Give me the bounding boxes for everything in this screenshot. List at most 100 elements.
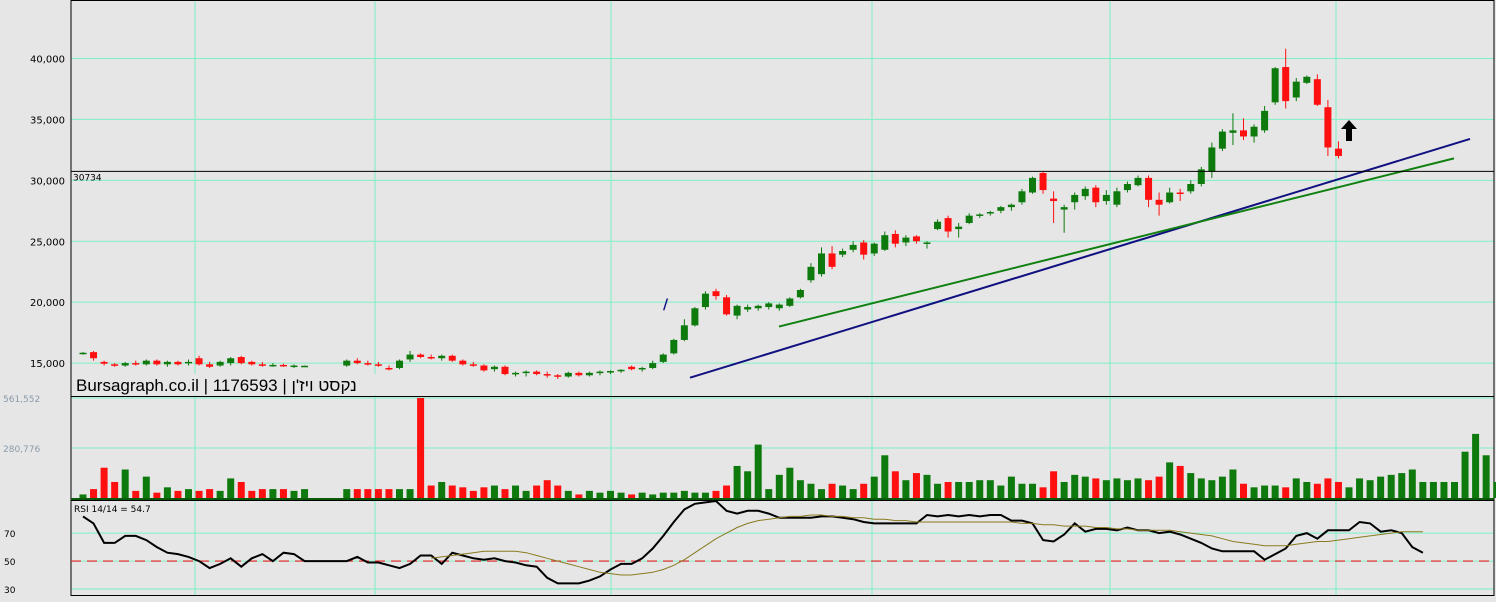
volume-bar	[670, 493, 677, 498]
volume-bar	[649, 494, 656, 498]
volume-bar	[174, 491, 181, 498]
candle-body	[122, 363, 129, 365]
candle-body	[1303, 77, 1310, 83]
candle-body	[649, 363, 656, 368]
rsi-moving-average-line	[431, 515, 1423, 575]
volume-bar	[438, 482, 445, 498]
volume-bar	[1156, 477, 1163, 498]
volume-bar	[396, 489, 403, 498]
candle-body	[544, 374, 551, 376]
volume-bar	[881, 455, 888, 498]
volume-bar	[734, 466, 741, 498]
volume-bar	[1040, 487, 1047, 498]
volume-bar	[565, 491, 572, 498]
volume-bar	[1113, 478, 1120, 498]
volume-bar	[586, 491, 593, 498]
candle-body	[238, 357, 245, 363]
candle-body	[1272, 68, 1279, 102]
candle-body	[354, 361, 361, 363]
volume-bar	[153, 493, 160, 498]
volume-bar	[765, 489, 772, 498]
volume-bar	[860, 484, 867, 498]
candle-body	[143, 361, 150, 365]
volume-bar	[902, 480, 909, 498]
candle-body	[407, 355, 414, 360]
volume-bar	[343, 489, 350, 498]
volume-bar	[976, 480, 983, 498]
volume-bar	[1324, 478, 1331, 498]
rsi-lines: RSI 14/14 = 54.7	[71, 501, 1494, 583]
volume-bar	[839, 486, 846, 498]
volume-bar	[1377, 477, 1384, 498]
candle-body	[1282, 67, 1289, 101]
candle-body	[955, 227, 962, 229]
candle-body	[438, 356, 445, 358]
volume-bar	[502, 489, 509, 498]
candle-body	[1156, 200, 1163, 205]
volume-bar	[997, 486, 1004, 498]
volume-bar	[132, 491, 139, 498]
candle-body	[1135, 178, 1142, 185]
candle-body	[343, 361, 350, 366]
volume-bar	[807, 484, 814, 498]
volume-bar	[945, 482, 952, 498]
candle-body	[502, 367, 509, 374]
volume-bar	[533, 486, 540, 498]
candle-body	[101, 362, 108, 364]
volume-bar	[1462, 452, 1469, 498]
candle-body	[660, 355, 667, 362]
candle-body	[734, 306, 741, 316]
candle-body	[491, 367, 498, 369]
candle-body	[396, 361, 403, 368]
volume-bar	[259, 489, 266, 498]
price-tick-label: 30,000	[30, 176, 65, 187]
annotations: 30734/Bursagraph.co.il | 1176593 | נקסט …	[71, 120, 1494, 395]
volume-bar	[1208, 480, 1215, 498]
candle-body	[670, 340, 677, 353]
volume-bar	[1472, 434, 1479, 498]
price-tick-label: 40,000	[30, 54, 65, 65]
rsi-line	[83, 501, 1423, 583]
volume-bar	[1092, 478, 1099, 498]
volume-bar	[1219, 477, 1226, 498]
rsi-tick-label: 70	[4, 530, 16, 540]
volume-bar	[1061, 482, 1068, 498]
volume-bar	[987, 480, 994, 498]
volume-bar	[871, 477, 878, 498]
candle-body	[196, 358, 203, 364]
trend-lines	[690, 139, 1470, 378]
volume-bar	[713, 491, 720, 498]
volume-bar	[1071, 475, 1078, 498]
candle-body	[691, 308, 698, 325]
price-tick-label: 15,000	[30, 359, 65, 370]
candle-body	[364, 363, 371, 365]
volume-bar	[1145, 480, 1152, 498]
volume-bar	[850, 489, 857, 498]
candle-body	[997, 207, 1004, 211]
volume-bar	[544, 480, 551, 498]
candle-body	[607, 371, 614, 373]
candle-body	[1187, 184, 1194, 191]
volume-bar	[892, 471, 899, 498]
candle-body	[1082, 189, 1089, 196]
up-arrow-icon	[1341, 120, 1357, 141]
volume-bar	[248, 491, 255, 498]
candle-body	[776, 305, 783, 309]
volume-bar	[1430, 482, 1437, 498]
candle-body	[681, 325, 688, 340]
candle-body	[628, 367, 635, 369]
volume-bar	[217, 491, 224, 498]
volume-bar	[744, 471, 751, 498]
volume-bar	[1409, 470, 1416, 498]
candle-body	[428, 357, 435, 359]
volume-bar	[417, 398, 424, 498]
volume-bar	[301, 489, 308, 498]
candle-body	[385, 368, 392, 370]
volume-bar	[227, 478, 234, 498]
volume-bar	[185, 489, 192, 498]
volume-bar	[354, 489, 361, 498]
volume-bar	[1198, 478, 1205, 498]
volume-bar	[966, 482, 973, 498]
